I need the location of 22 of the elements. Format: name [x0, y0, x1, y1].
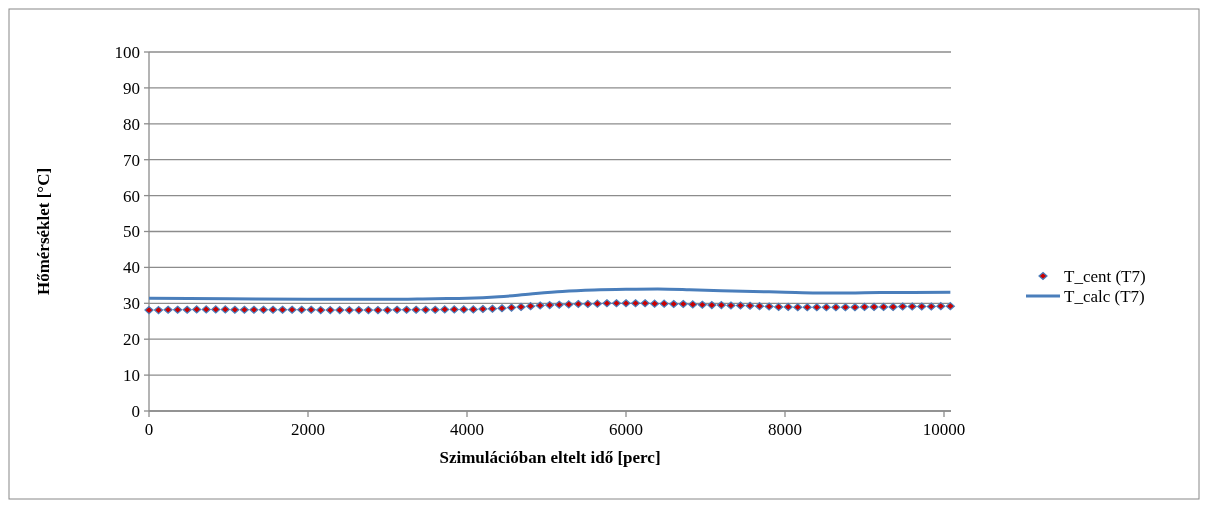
y-tick-label: 30 [123, 294, 140, 314]
x-tick-label: 10000 [922, 420, 966, 439]
y-tick-label: 0 [131, 401, 140, 421]
y-axis-title: Hőmérséklet [°C] [34, 167, 53, 296]
legend-label: T_calc (T7) [1064, 286, 1145, 306]
y-tick-label: 80 [123, 114, 140, 134]
x-tick-label: 2000 [291, 420, 325, 439]
y-tick-label: 50 [123, 222, 140, 242]
line-series [147, 287, 952, 301]
y-tick-label: 20 [123, 330, 140, 350]
y-tick-label: 100 [114, 42, 140, 62]
x-tick-label: 8000 [768, 420, 802, 439]
y-tick-label: 90 [123, 78, 140, 98]
x-tick-label: 6000 [609, 420, 643, 439]
x-axis-title: Szimulációban eltelt idő [perc] [439, 448, 661, 467]
y-tick-label: 40 [123, 258, 140, 278]
y-tick-label: 60 [123, 186, 140, 206]
x-tick-label: 4000 [450, 420, 484, 439]
legend-label: T_cent (T7) [1064, 266, 1146, 286]
y-tick-label: 70 [123, 150, 140, 170]
x-tick-label: 0 [144, 420, 154, 439]
y-tick-label: 10 [123, 366, 140, 386]
